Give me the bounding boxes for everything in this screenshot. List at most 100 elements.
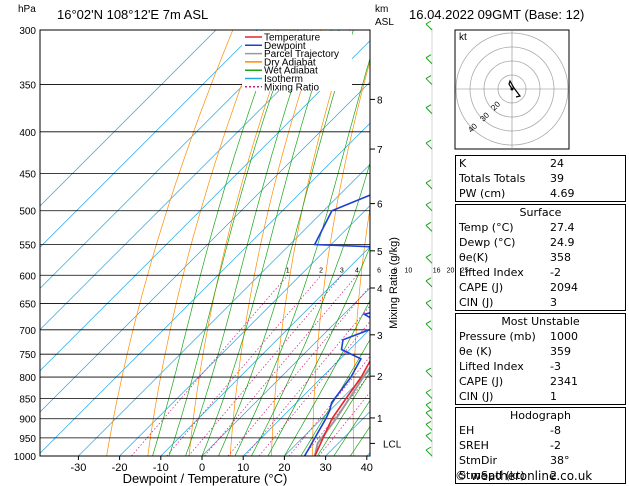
most-unstable-title: Most Unstable [501, 315, 580, 328]
pressure-tick-label: 850 [19, 394, 36, 405]
index-value: 24 [550, 157, 564, 170]
mu-value: 2341 [550, 375, 578, 388]
wind-barb-flag [425, 20, 432, 25]
mixing-ratio-label: 25 [461, 267, 469, 274]
wet-adiabat-line [218, 30, 354, 456]
surface-value: 358 [550, 251, 571, 264]
surface-label: CAPE (J) [459, 281, 504, 294]
wind-barb-flag [425, 367, 432, 372]
mixing-ratio-line [131, 275, 289, 456]
mu-row: CAPE (J) 2341 [456, 374, 625, 389]
mu-value: 1000 [550, 330, 578, 343]
mu-label: Lifted Index [459, 360, 524, 373]
km-tick-label: 8 [377, 95, 383, 106]
hodo-value: 2 [550, 469, 557, 482]
surface-label: Lifted Index [459, 266, 524, 279]
surface-row: CAPE (J) 2094 [456, 280, 625, 295]
isotherm-line [40, 30, 340, 331]
datetime-label: 16.04.2022 09GMT (Base: 12) [409, 7, 584, 22]
km-tick-label: 2 [377, 372, 383, 383]
wind-barb [425, 225, 433, 232]
index-value: 39 [550, 172, 564, 185]
surface-value: 27.4 [550, 221, 575, 234]
mixing-ratio-label: 2 [319, 267, 323, 274]
surface-row: Dewp (°C) 24.9 [456, 235, 625, 250]
isotherm-line [40, 30, 258, 248]
wet-adiabat-line [152, 30, 279, 456]
mixing-ratio-label: 1 [286, 267, 290, 274]
wind-barb-flag [425, 409, 432, 414]
pressure-tick-label: 500 [19, 207, 36, 218]
isotherm-line [40, 40, 370, 372]
hodo-label: SREH [459, 439, 489, 452]
legend-label: Dewpoint [264, 41, 306, 52]
profile-temperature [314, 359, 370, 456]
surface-row: Lifted Index -2 [456, 265, 625, 280]
wind-barb [425, 449, 433, 457]
wind-barb-flag [425, 54, 432, 59]
wind-barb-flag [425, 299, 432, 304]
pressure-tick-label: 300 [19, 26, 36, 37]
isotherm-line [40, 30, 217, 207]
wind-barb [425, 256, 433, 264]
wind-barb [425, 204, 433, 212]
wet-adiabat-line [333, 399, 370, 456]
x-tick-label: -30 [70, 462, 86, 474]
wind-barbs [425, 20, 433, 458]
x-tick-label: 20 [278, 462, 290, 474]
profiles [303, 194, 370, 456]
hodograph: kt 40 30 20 [454, 29, 570, 150]
pressure-tick-label: 1000 [14, 452, 37, 463]
mixing-ratio-label: 8 [393, 267, 397, 274]
wind-barb [425, 435, 433, 442]
wind-barb-flag [425, 104, 432, 109]
wind-barb [425, 107, 433, 114]
index-label: PW (cm) [459, 187, 506, 200]
isotherm-line [78, 163, 370, 456]
wind-barb [425, 423, 433, 431]
surface-label: CIN (J) [459, 296, 494, 309]
mixing-ratio-label: 20 [447, 267, 455, 274]
legend-label: Dry Adiabat [264, 57, 316, 68]
wet-adiabat-line [284, 299, 370, 456]
wind-barb-flag [425, 253, 432, 258]
pressure-tick-label: 950 [19, 434, 36, 445]
hodograph-title: Hodograph [510, 409, 571, 422]
km-tick-label: 3 [377, 331, 383, 342]
mixing-ratio-axis-label: Mixing Ratio (g/kg) [388, 237, 400, 329]
hodo-row: SREH -2 [456, 438, 625, 453]
wind-barb [425, 23, 433, 31]
wind-barb-flag [425, 201, 432, 206]
mixing-ratio-labels: 1 2 3 4 6 8 10 16 20 25 [286, 267, 469, 274]
wind-barb [425, 142, 433, 150]
surface-row: Temp (°C) 27.4 [456, 220, 625, 235]
surface-label: θe(K) [459, 251, 489, 264]
wind-barb-flag [425, 179, 432, 184]
mu-row: θe (K) 359 [456, 344, 625, 359]
legend-label: Temperature [264, 33, 321, 44]
wind-barb [425, 392, 433, 399]
pressure-tick-label: 700 [19, 326, 36, 337]
profile-parcel-trajectory [313, 365, 370, 456]
surface-label: Temp (°C) [459, 221, 514, 234]
mu-label: θe (K) [459, 345, 492, 358]
asl-unit: ASL [375, 17, 394, 28]
mu-value: -3 [550, 360, 561, 373]
wind-barb [425, 280, 433, 288]
legend-label: Mixing Ratio [264, 82, 319, 93]
surface-title: Surface [519, 206, 562, 219]
hodo-value: -2 [550, 439, 561, 452]
isotherm-line [40, 81, 370, 413]
mixing-ratio-label: 6 [377, 267, 381, 274]
pressure-tick-label: 550 [19, 240, 36, 251]
wet-adiabat-line [251, 161, 370, 456]
lcl-label: LCL [383, 439, 402, 450]
pressure-tick-label: 800 [19, 373, 36, 384]
km-tick-label: 1 [377, 414, 383, 425]
wind-barb-flag [425, 277, 432, 282]
wind-barb-flag [425, 389, 432, 393]
mu-row: Lifted Index -3 [456, 359, 625, 374]
mu-label: CAPE (J) [459, 375, 504, 388]
wind-barb-flag [425, 432, 432, 436]
